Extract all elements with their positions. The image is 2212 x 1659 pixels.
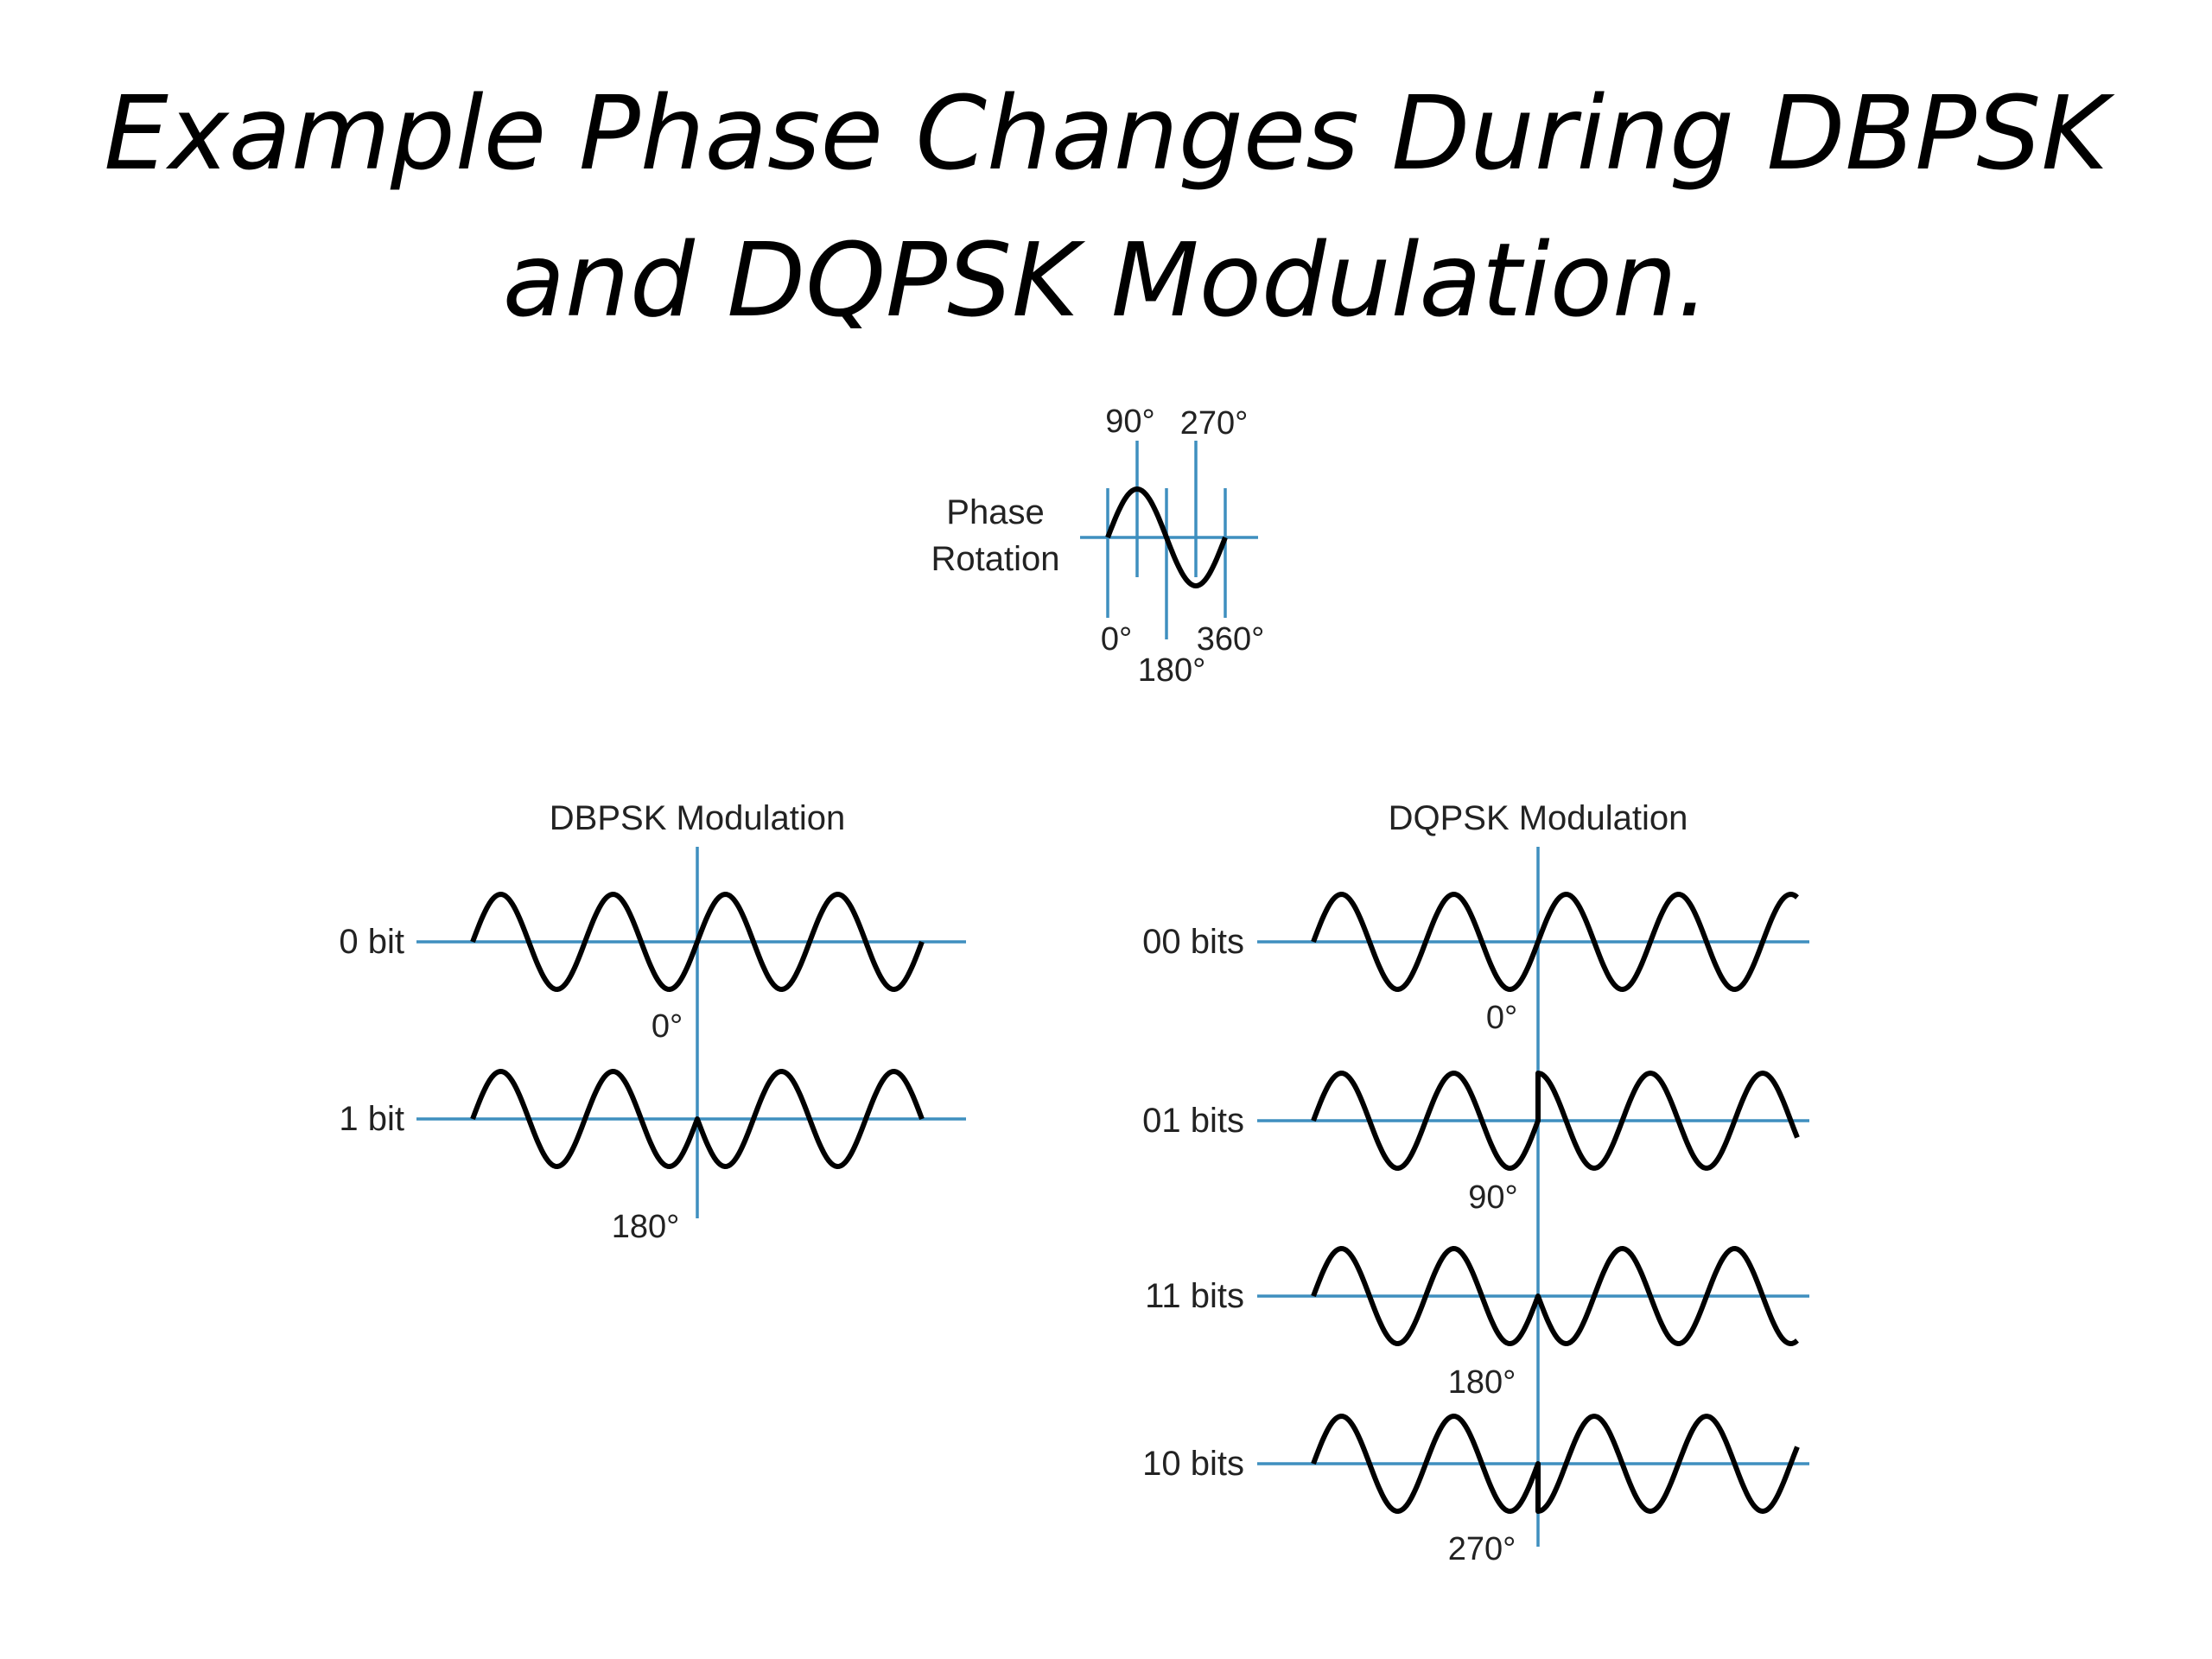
dbpsk-row-label-0: 0 bit [339,923,404,961]
dqpsk-phase-label-10: 270° [1448,1531,1516,1567]
dqpsk-row-label-00: 00 bits [1142,923,1244,961]
dqpsk-phase-label-01: 90° [1468,1179,1517,1216]
slide-title-line-1: Example Phase Changes During DBPSK [104,73,2108,193]
slide-title-line-2: and DQPSK Modulation. [502,220,1710,340]
dqpsk-wave-11-bits [1311,1246,1799,1346]
dqpsk-wave-01-bits [1311,1071,1800,1171]
dbpsk-wave-0-bit [470,892,925,992]
dbpsk-panel: DBPSK Modulation 0 bit 0° 1 bit 180° [339,799,966,1245]
dqpsk-heading: DQPSK Modulation [1389,799,1688,837]
dqpsk-phase-label-00: 0° [1486,1000,1517,1036]
dbpsk-heading: DBPSK Modulation [550,799,845,837]
dbpsk-row-label-1: 1 bit [339,1100,404,1138]
dbpsk-phase-label-1: 180° [612,1209,680,1245]
dbpsk-wave-1-bit [470,1069,925,1169]
phase-label-0: 0° [1101,621,1132,658]
phase-label-270: 270° [1180,405,1249,442]
dqpsk-row-label-11: 11 bits [1145,1277,1244,1315]
dqpsk-panel: DQPSK Modulation 00 bits 0° 01 bits 90° … [1142,799,1809,1567]
dqpsk-phase-label-11: 180° [1448,1364,1516,1401]
dqpsk-row-label-10: 10 bits [1142,1445,1244,1483]
reference-sine-wave [1105,486,1228,588]
phase-label-90: 90° [1105,404,1154,440]
dbpsk-phase-label-0: 0° [652,1008,683,1045]
dqpsk-wave-00-bits [1311,892,1799,992]
phase-rotation-label-line1: Phase [946,493,1044,531]
dqpsk-row-label-01: 01 bits [1142,1102,1244,1140]
phase-label-180: 180° [1138,652,1206,689]
phase-rotation-reference: Phase Rotation 90° 270° 0° 360° 180° [931,404,1265,689]
phase-rotation-label-line2: Rotation [931,540,1060,578]
phase-label-360: 360° [1197,621,1265,658]
dqpsk-wave-10-bits [1311,1414,1800,1514]
